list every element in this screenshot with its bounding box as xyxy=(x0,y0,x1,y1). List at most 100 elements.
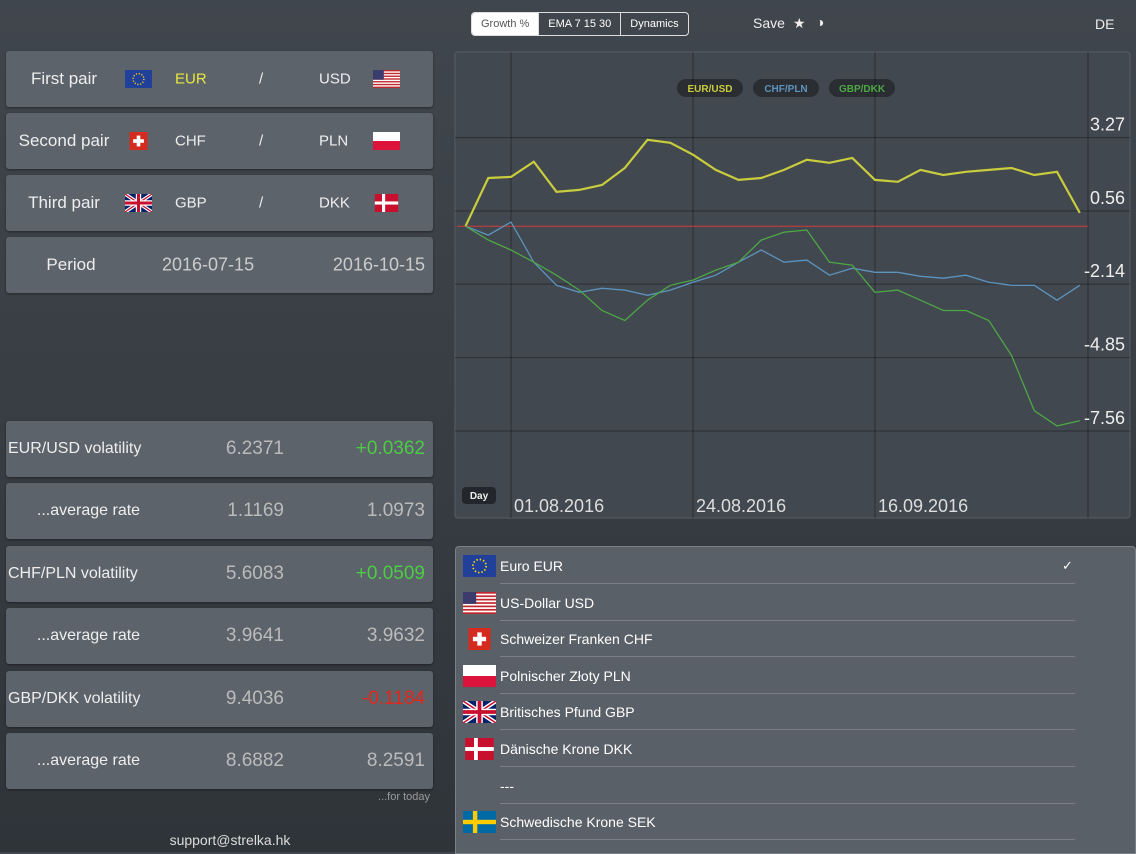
stat-row: ...average rate 1.1169 1.0973 xyxy=(6,483,433,540)
period-end: 2016-10-15 xyxy=(332,254,425,275)
stat-row: ...average rate 3.9641 3.9632 xyxy=(6,608,433,665)
series-line xyxy=(464,138,1081,227)
legend-chip xyxy=(829,79,895,97)
y-tick-label: -7.56 xyxy=(1084,408,1125,428)
stat-change: -0.1184 xyxy=(361,687,425,709)
base-currency: EUR xyxy=(175,70,207,88)
legend-label: EUR/USD xyxy=(687,84,732,95)
quote-currency: USD xyxy=(319,70,351,88)
star-button[interactable]: ★ xyxy=(793,15,806,31)
currency-option[interactable]: Dänische Krone DKK xyxy=(456,731,1135,767)
tab[interactable]: Growth % xyxy=(472,13,539,35)
option-label: Euro EUR xyxy=(500,558,564,574)
flag xyxy=(463,592,496,614)
option-label: US-Dollar USD xyxy=(500,594,595,611)
pair-label: First pair xyxy=(30,69,98,88)
stat-label: ...average rate xyxy=(36,752,141,769)
stat-label: GBP/DKK volatility xyxy=(8,689,141,707)
legend-chip xyxy=(753,79,819,97)
stat-value: 1.1169 xyxy=(227,500,284,522)
currency-dropdown: Euro EUR ✓ US-Dollar USD Schweizer Franken … xyxy=(455,546,1136,854)
option-label: Polnischer Złoty PLN xyxy=(500,667,631,684)
y-tick-label: -4.85 xyxy=(1084,335,1125,355)
quote-currency: PLN xyxy=(319,132,349,150)
pair-row[interactable]: Second pair CHF / PLN xyxy=(6,113,433,169)
separator: / xyxy=(259,194,264,212)
stat-value: 6.2371 xyxy=(225,438,284,459)
period-row[interactable]: Period 2016-07-15 2016-10-15 xyxy=(6,237,433,293)
currency-option[interactable]: Britisches Pfund GBP xyxy=(456,694,1135,731)
flag xyxy=(463,811,496,833)
separator-line xyxy=(500,619,1075,621)
legend-label: CHF/PLN xyxy=(764,84,807,95)
separator-line xyxy=(500,692,1075,694)
stat-label: EUR/USD volatility xyxy=(8,440,142,457)
language-button[interactable]: DE xyxy=(1095,16,1115,32)
separator-line xyxy=(500,839,1075,841)
flag xyxy=(463,555,496,577)
theme-button[interactable]: ◑ xyxy=(816,14,825,30)
mode-tabs: Growth % EMA 7 15 30 Dynamics xyxy=(471,12,689,36)
pair-label: Second pair xyxy=(18,131,110,150)
stat-change: 8.2591 xyxy=(366,750,425,771)
separator: / xyxy=(259,132,264,150)
stat-change: 3.9632 xyxy=(366,625,425,647)
stat-value: 5.6083 xyxy=(225,562,284,584)
quote-currency: DKK xyxy=(319,194,350,212)
dropdown-pointer xyxy=(787,844,803,852)
pair-row[interactable]: Third pair GBP / DKK xyxy=(6,175,433,231)
currency-option[interactable]: Schwedische Krone SEK xyxy=(456,804,1135,841)
support-link[interactable]: support@strelka.hk xyxy=(169,832,291,848)
pair-row[interactable]: First pair EUR / USD xyxy=(6,51,433,107)
stat-value: 9.4036 xyxy=(225,687,284,709)
separator-line xyxy=(500,656,1075,658)
currency-option[interactable]: Schweizer Franken CHF xyxy=(456,621,1135,658)
y-tick-label: -2.14 xyxy=(1084,261,1125,281)
series-line xyxy=(465,225,1080,427)
stat-label: ...average rate xyxy=(36,627,141,645)
legend-label: GBP/DKK xyxy=(839,84,886,95)
flag xyxy=(463,701,496,723)
flag xyxy=(463,628,496,650)
period-label: Period xyxy=(46,255,96,274)
tab[interactable]: EMA 7 15 30 xyxy=(538,13,620,35)
stat-change: 1.0973 xyxy=(366,500,425,522)
selected-mark: ✓ xyxy=(1062,558,1073,573)
currency-option[interactable]: Euro EUR ✓ xyxy=(456,548,1135,584)
stat-label: ...average rate xyxy=(36,502,141,520)
stat-value: 8.6882 xyxy=(225,750,284,771)
x-tick-label: 24.08.2016 xyxy=(696,496,786,516)
separator-line xyxy=(500,802,1075,804)
separator-line xyxy=(500,766,1075,767)
separator-line xyxy=(500,729,1075,731)
save-button[interactable]: Save xyxy=(753,15,785,31)
flag xyxy=(463,665,496,687)
base-currency: CHF xyxy=(175,132,206,150)
separator-line xyxy=(500,583,1075,584)
legend-chip xyxy=(677,79,743,97)
currency-option[interactable]: US-Dollar USD xyxy=(456,585,1135,621)
series-line xyxy=(465,221,1081,301)
stat-value: 3.9641 xyxy=(225,625,284,647)
stat-row: CHF/PLN volatility 5.6083 +0.0509 xyxy=(6,545,433,602)
stat-label: CHF/PLN volatility xyxy=(8,564,138,582)
footnote: ...for today xyxy=(378,791,430,803)
option-label: --- xyxy=(500,777,514,794)
period-start: 2016-07-15 xyxy=(162,254,255,275)
x-tick-label: 16.09.2016 xyxy=(878,496,968,516)
separator: / xyxy=(259,70,264,88)
stat-row: ...average rate 8.6882 8.2591 xyxy=(6,733,433,789)
granularity-badge xyxy=(462,487,496,504)
base-currency: GBP xyxy=(175,194,207,212)
flag xyxy=(463,738,496,760)
stat-row: GBP/DKK volatility 9.4036 -0.1184 xyxy=(6,670,433,727)
option-label: Schwedische Krone SEK xyxy=(500,814,656,831)
stat-change: +0.0362 xyxy=(355,438,425,459)
chart: 3.27 0.56 -2.14 -4.85 -7.56 01.08.2016 24.08.2… xyxy=(454,51,1131,519)
currency-option[interactable]: Polnischer Złoty PLN xyxy=(456,658,1135,694)
y-tick-label: 0.56 xyxy=(1090,188,1125,208)
currency-option[interactable]: --- xyxy=(456,768,1135,804)
tab[interactable]: Dynamics xyxy=(620,13,687,35)
x-tick-label: 01.08.2016 xyxy=(514,496,604,516)
